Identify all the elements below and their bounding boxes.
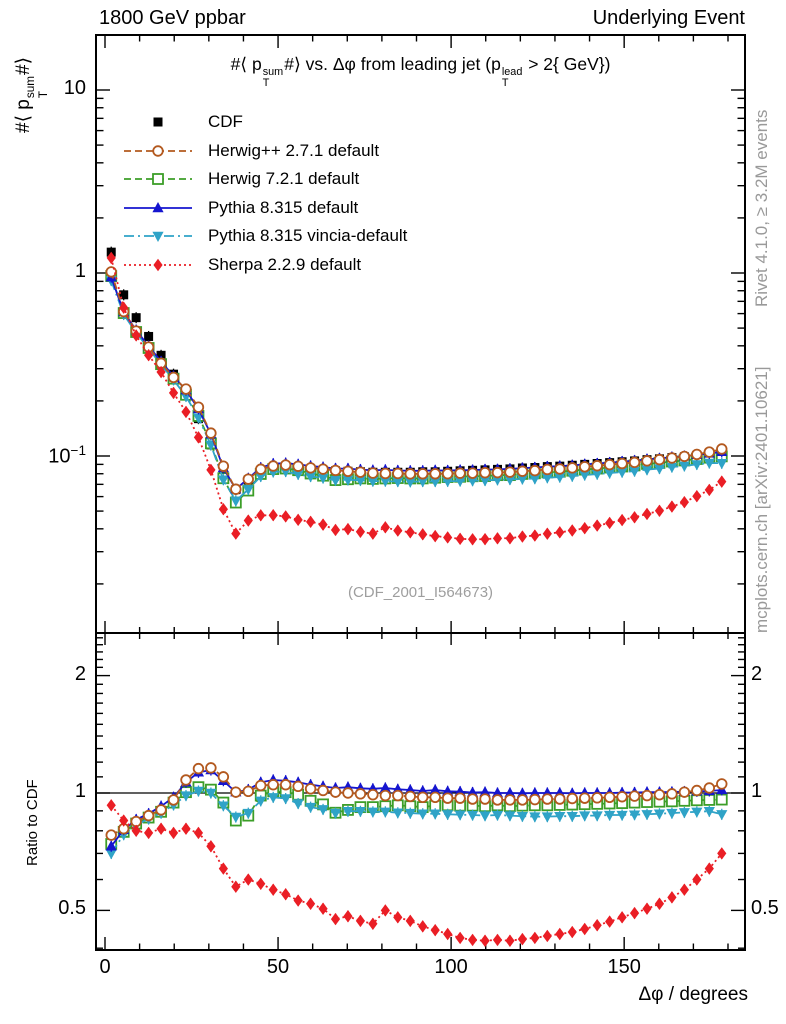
rivet-version-note: Rivet 4.1.0, ≥ 3.2M events — [752, 109, 771, 307]
title-supsub: lead T — [501, 65, 523, 90]
title-part: #⟩ vs. Δφ from leading jet (p — [284, 54, 501, 74]
legend-label-sherpa: Sherpa 2.2.9 default — [208, 254, 362, 274]
header-analysis: Underlying Event — [592, 7, 745, 29]
title-sup: lead — [501, 65, 523, 78]
ratio-tick-label-right: 1 — [751, 780, 763, 802]
legend-item-sherpa: Sherpa 2.2.9 default — [122, 251, 407, 280]
legend-marker-pythia-icon — [122, 198, 194, 218]
legend-marker-vincia-icon — [122, 226, 194, 246]
series-sherpa-ratio — [106, 799, 727, 947]
ratio-tick-label: 1 — [74, 780, 86, 802]
legend-marker-herwigpp-icon — [122, 141, 194, 161]
plot-title: #⟨ p sum T #⟩ vs. Δφ from leading jet (p lea… — [96, 54, 745, 90]
legend-label-herwig7: Herwig 7.2.1 default — [208, 169, 360, 189]
y-label-part: #⟨ p — [13, 99, 34, 133]
y-tick-label: 10 — [63, 77, 86, 99]
series-herwigpp-ratio — [105, 762, 728, 841]
y-label-supsub: sum T — [24, 75, 50, 99]
analysis-id-watermark: (CDF_2001_I564673) — [347, 584, 494, 601]
y-axis-label: #⟨ p sum T #⟩ — [12, 57, 50, 133]
x-tick-label: 0 — [99, 956, 111, 978]
title-part: #⟨ p — [230, 54, 262, 74]
x-tick-label: 100 — [434, 956, 468, 978]
ratio-tick-label: 2 — [74, 662, 86, 685]
header-beam: 1800 GeV ppbar — [99, 7, 246, 29]
title-part: > 2{ GeV}) — [523, 54, 611, 74]
y-label-sub: T — [36, 90, 50, 99]
y-label-sup: sum — [24, 75, 38, 99]
legend-label-cdf: CDF — [208, 112, 243, 132]
legend: CDF Herwig++ 2.7.1 default Herwig 7.2.1 … — [122, 108, 407, 279]
x-tick-label: 150 — [607, 956, 641, 978]
title-supsub: sum T — [262, 65, 284, 90]
title-sub: T — [501, 77, 509, 90]
y-tick-label: 10−1 — [48, 443, 86, 468]
axis-ticks — [96, 35, 745, 950]
legend-item-cdf: CDF — [122, 108, 407, 137]
legend-marker-cdf-icon — [122, 112, 194, 132]
legend-item-herwigpp: Herwig++ 2.7.1 default — [122, 137, 407, 166]
ratio-tick-label: 0.5 — [58, 897, 86, 920]
mcplots-reference-note: mcplots.cern.ch [arXiv:2401.10621] — [752, 366, 771, 633]
y-label-part: #⟩ — [13, 56, 34, 75]
series-vincia-main — [105, 274, 728, 507]
ratio-panel-frame — [95, 632, 746, 951]
legend-label-herwigpp: Herwig++ 2.7.1 default — [208, 140, 380, 160]
ratio-tick-label-right: 2 — [751, 662, 763, 685]
legend-label-pythia: Pythia 8.315 default — [208, 197, 359, 217]
legend-label-vincia: Pythia 8.315 vincia-default — [208, 226, 408, 246]
series-herwigpp-main — [105, 266, 728, 495]
title-sup: sum — [262, 65, 284, 78]
legend-marker-herwig7-icon — [122, 169, 194, 189]
ratio-tick-label-right: 0.5 — [751, 897, 779, 920]
y-tick-label: 1 — [74, 260, 86, 282]
legend-item-vincia: Pythia 8.315 vincia-default — [122, 222, 407, 251]
series-sherpa-main — [106, 251, 727, 546]
x-axis-label: Δφ / degrees — [638, 984, 748, 1005]
legend-item-herwig7: Herwig 7.2.1 default — [122, 165, 407, 194]
x-tick-label: 50 — [266, 956, 290, 978]
title-sub: T — [262, 77, 270, 90]
ratio-axis-label: Ratio to CDF — [24, 779, 41, 866]
legend-marker-sherpa-icon — [122, 255, 194, 275]
legend-item-pythia: Pythia 8.315 default — [122, 194, 407, 223]
